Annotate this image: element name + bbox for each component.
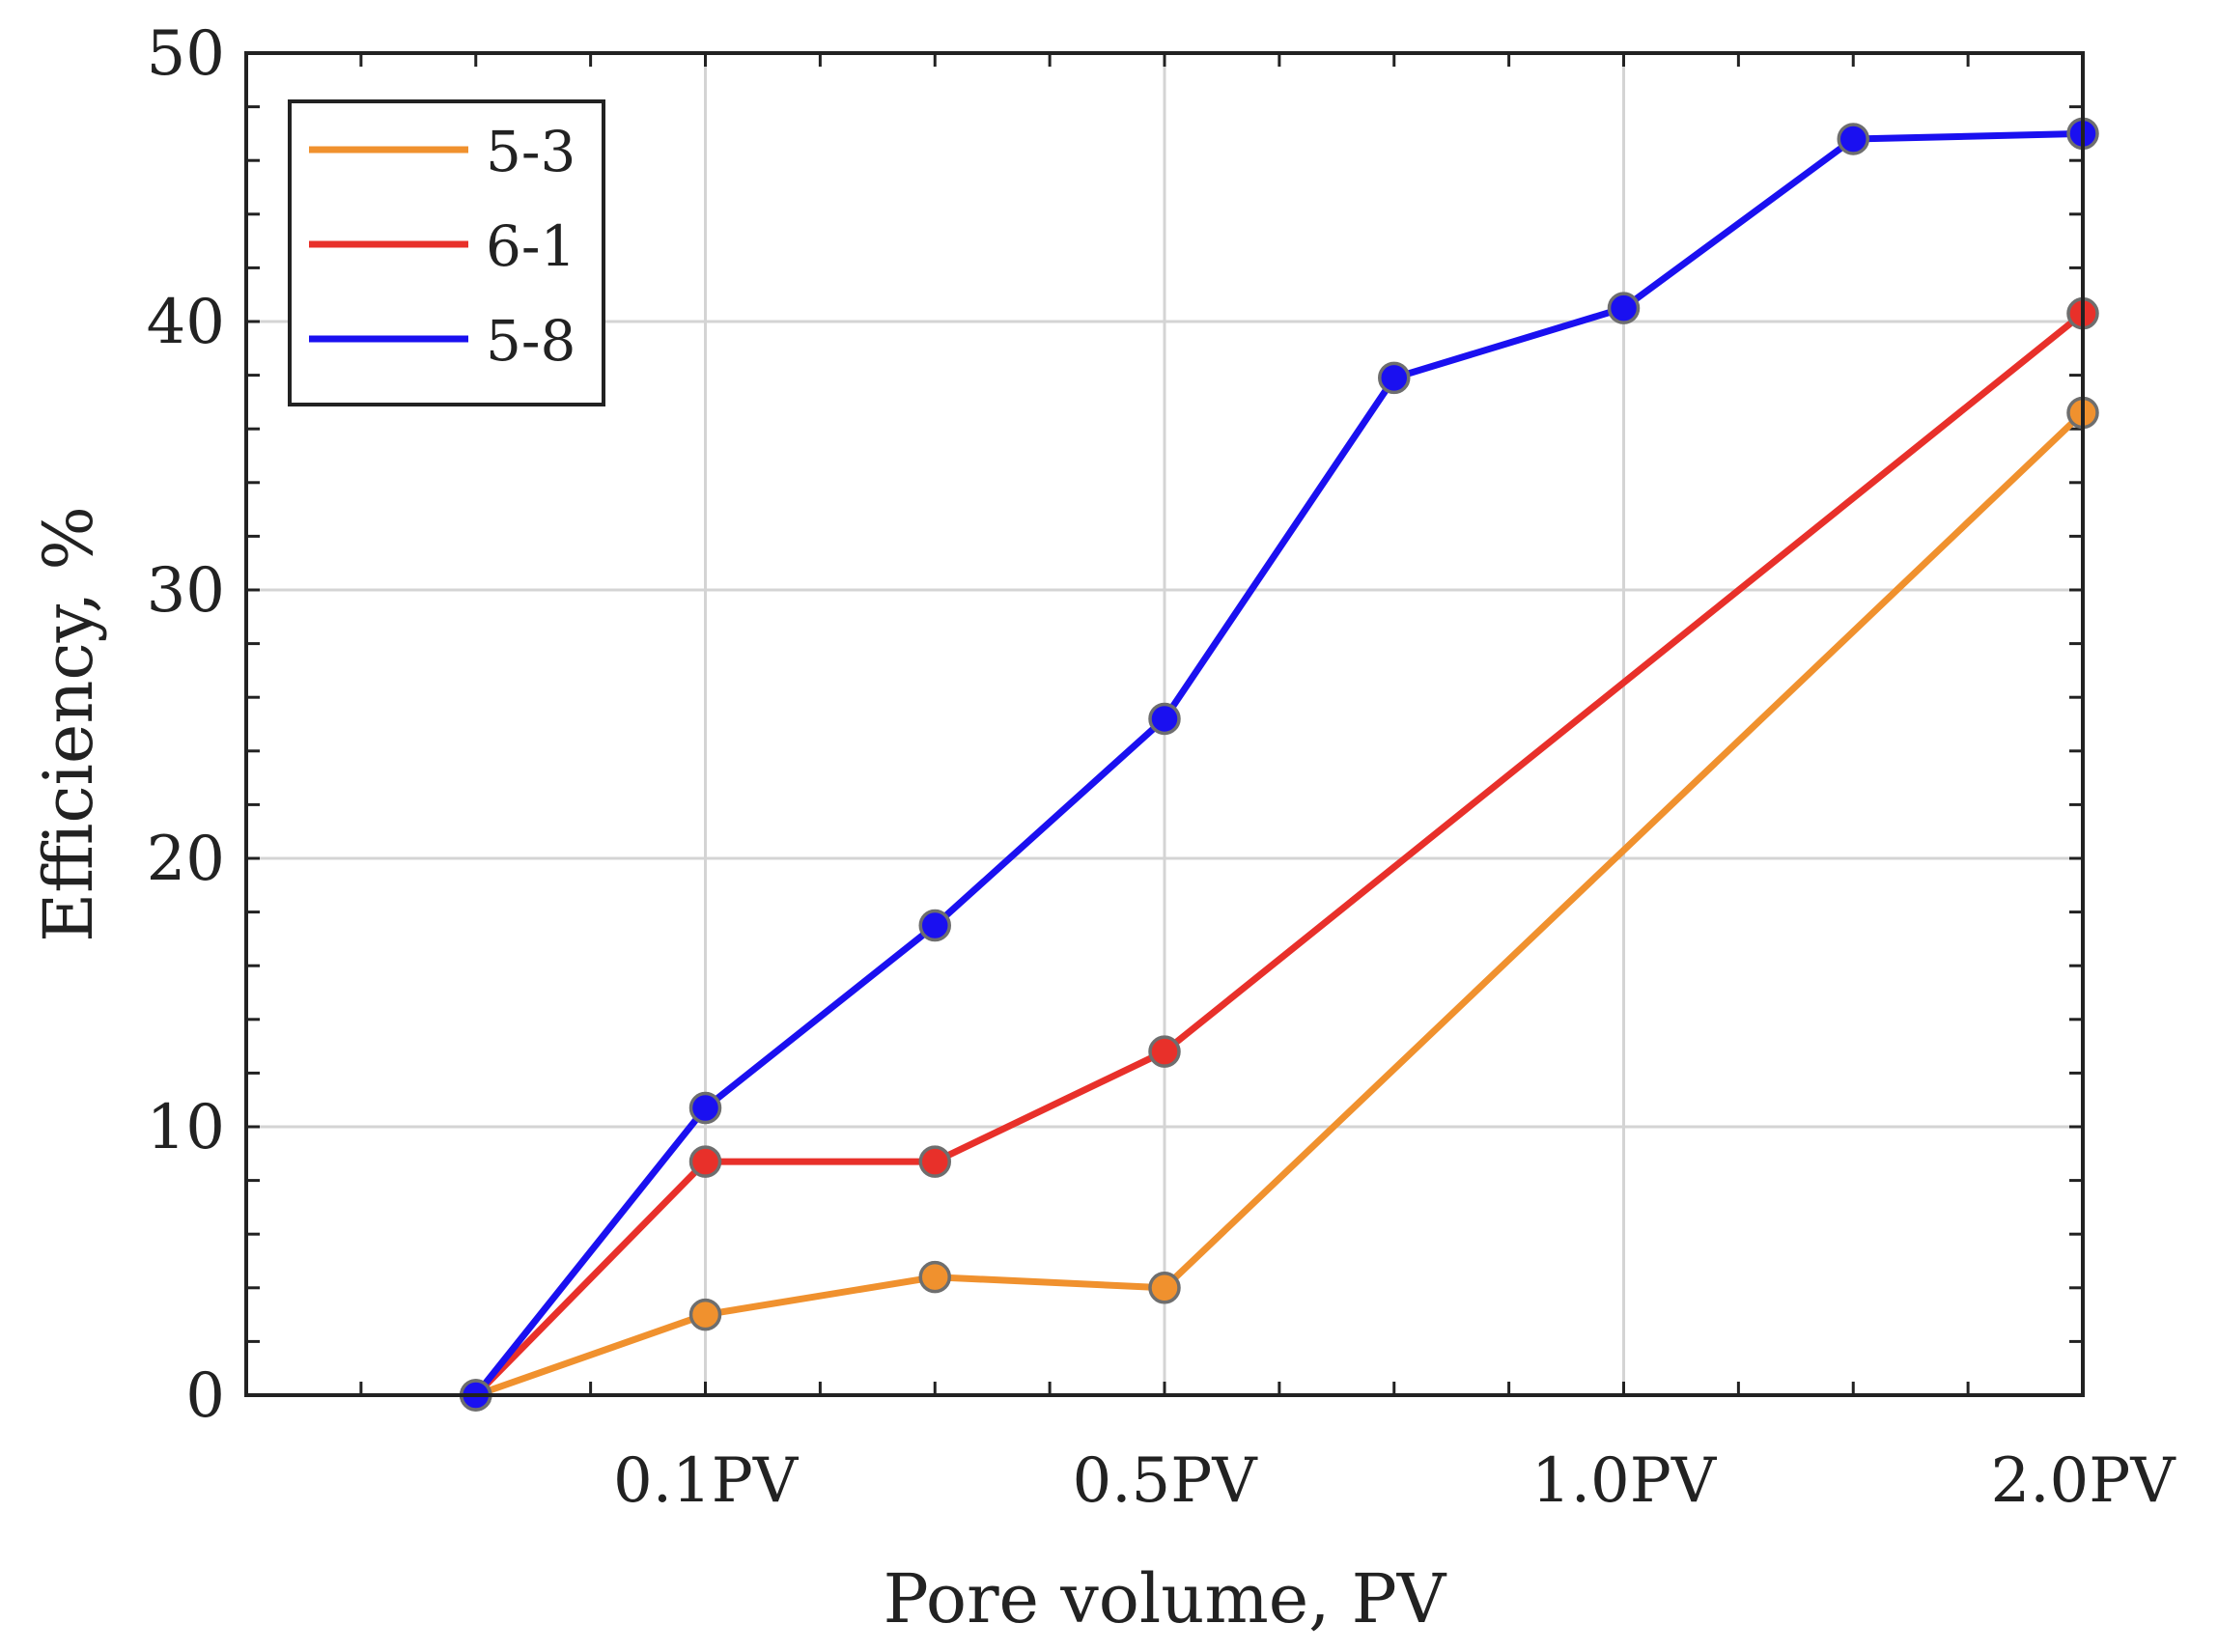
data-point <box>918 1260 951 1294</box>
series-5-3 <box>460 396 2099 1412</box>
data-point <box>1607 292 1641 324</box>
y-tick-label: 50 <box>147 18 225 90</box>
data-point <box>688 1298 722 1331</box>
legend-label: 5-3 <box>486 119 576 184</box>
data-point <box>1148 1272 1181 1304</box>
data-point <box>918 1145 951 1178</box>
legend-label: 6-1 <box>486 213 576 279</box>
y-tick-label: 0 <box>185 1360 225 1432</box>
x-tick-label: 1.0PV <box>1531 1445 1718 1517</box>
data-point <box>1837 123 1869 155</box>
x-tick-label: 0.5PV <box>1072 1445 1258 1517</box>
series-line <box>473 129 2084 1398</box>
y-tick-label: 40 <box>147 287 225 358</box>
series-line <box>473 310 2086 1398</box>
y-axis-title: Efficiency, % <box>29 506 108 942</box>
legend: 5-3 6-1 5-8 <box>288 99 605 406</box>
x-tick-labels: 0.1PV 0.5PV 1.0PV 2.0PV <box>613 1445 2176 1517</box>
x-tick-label: 2.0PV <box>1990 1445 2176 1517</box>
data-point <box>918 909 951 942</box>
data-point <box>1378 361 1411 395</box>
data-point <box>688 1091 722 1125</box>
plot-frame <box>244 51 2085 1397</box>
data-point <box>688 1145 722 1178</box>
legend-label: 5-8 <box>486 308 576 374</box>
y-tick-label: 10 <box>147 1092 225 1163</box>
y-tick-labels: 0 10 20 30 40 50 <box>147 18 225 1432</box>
y-tick-label: 30 <box>147 555 225 627</box>
series-line <box>474 409 2086 1399</box>
x-tick-label: 0.1PV <box>613 1445 800 1517</box>
x-axis-title: Pore volume, PV <box>884 1559 1447 1638</box>
data-point <box>1148 702 1181 736</box>
data-point <box>1148 1035 1181 1068</box>
y-tick-label: 20 <box>147 824 225 895</box>
